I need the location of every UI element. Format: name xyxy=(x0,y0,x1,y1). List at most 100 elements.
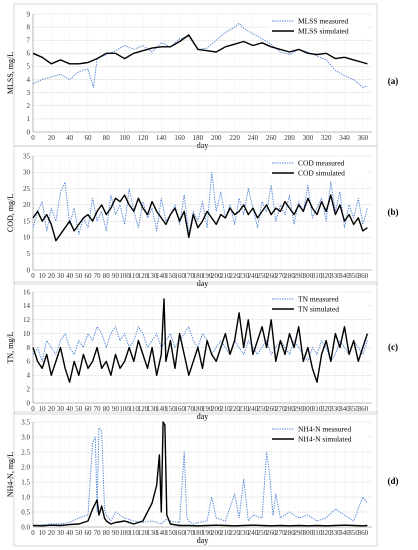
x-tick-label: 330 xyxy=(330,529,341,537)
x-tick-label: 310 xyxy=(312,405,323,413)
y-axis-label: MLSS, mg/L xyxy=(6,52,15,94)
x-tick-label: 360 xyxy=(358,272,369,280)
x-tick-label: 90 xyxy=(112,405,120,413)
x-tick-label: 270 xyxy=(275,272,286,280)
x-tick-label: 120 xyxy=(138,405,149,413)
y-tick-label: 5 xyxy=(27,63,31,71)
x-tick-label: 240 xyxy=(248,405,259,413)
x-tick-label: 340 xyxy=(339,134,350,142)
x-tick-label: 260 xyxy=(266,405,277,413)
x-tick-label: 80 xyxy=(103,134,111,142)
y-tick-label: 14 xyxy=(23,302,31,310)
x-tick-label: 70 xyxy=(94,529,102,537)
x-tick-label: 220 xyxy=(229,405,240,413)
x-tick-label: 50 xyxy=(75,405,83,413)
x-tick-label: 110 xyxy=(129,529,140,537)
x-tick-label: 90 xyxy=(112,272,120,280)
x-tick-label: 150 xyxy=(165,272,176,280)
x-tick-label: 200 xyxy=(211,529,222,537)
x-tick-label: 160 xyxy=(174,272,185,280)
legend-entry: TN simulated xyxy=(298,305,339,314)
y-tick-label: 0.0 xyxy=(21,523,30,531)
x-tick-label: 320 xyxy=(321,272,332,280)
y-tick-label: 0 xyxy=(27,399,31,407)
series-line-measured xyxy=(32,22,368,88)
x-tick-label: 20 xyxy=(48,405,56,413)
x-tick-label: 180 xyxy=(193,529,204,537)
panel-0: 0 1 2 3 4 5 6 7 8 9 0 20 40 60 80 100 120 140 160 180 200 220… xyxy=(6,3,398,150)
x-tick-label: 40 xyxy=(66,134,74,142)
x-tick-label: 300 xyxy=(303,272,314,280)
legend-entry: COD measured xyxy=(298,159,345,168)
series-line-simulated xyxy=(32,34,368,65)
x-tick-label: 160 xyxy=(174,529,185,537)
x-tick-label: 360 xyxy=(358,405,369,413)
x-tick-label: 280 xyxy=(284,405,295,413)
y-axis-label: NH4-N, mg/L xyxy=(6,452,15,497)
y-tick-label: 10 xyxy=(23,330,31,338)
y-tick-label: 3.5 xyxy=(21,418,30,426)
x-tick-label: 130 xyxy=(147,405,158,413)
y-tick-label: 5 xyxy=(27,250,31,258)
x-tick-label: 190 xyxy=(202,405,213,413)
x-tick-label: 350 xyxy=(348,272,359,280)
x-tick-label: 300 xyxy=(303,529,314,537)
y-tick-label: 0 xyxy=(27,128,31,136)
x-tick-label: 360 xyxy=(358,529,369,537)
x-tick-label: 190 xyxy=(202,529,213,537)
x-tick-label: 240 xyxy=(248,272,259,280)
x-tick-label: 290 xyxy=(293,529,304,537)
x-tick-label: 230 xyxy=(238,272,249,280)
x-tick-label: 350 xyxy=(348,529,359,537)
x-tick-label: 110 xyxy=(129,405,140,413)
series-line-measured xyxy=(32,171,368,235)
panel-label: (b) xyxy=(388,207,399,217)
x-tick-label: 140 xyxy=(156,405,167,413)
x-tick-label: 40 xyxy=(66,272,74,280)
y-tick-label: 2 xyxy=(27,385,31,393)
x-tick-label: 150 xyxy=(165,405,176,413)
x-tick-label: 60 xyxy=(84,529,92,537)
y-tick-label: 9 xyxy=(27,10,31,18)
x-tick-label: 30 xyxy=(57,272,65,280)
x-axis-label: day xyxy=(197,141,209,150)
x-tick-label: 20 xyxy=(48,134,56,142)
x-tick-label: 140 xyxy=(156,272,167,280)
x-tick-label: 60 xyxy=(84,405,92,413)
x-tick-label: 240 xyxy=(248,134,259,142)
x-tick-label: 200 xyxy=(211,272,222,280)
legend-entry: TN measured xyxy=(298,295,339,304)
x-tick-label: 310 xyxy=(312,272,323,280)
x-tick-label: 90 xyxy=(112,529,120,537)
x-tick-label: 350 xyxy=(348,405,359,413)
x-tick-label: 200 xyxy=(211,405,222,413)
y-axis-label: COD, mg/L xyxy=(6,194,15,232)
x-tick-label: 170 xyxy=(184,529,195,537)
x-tick-label: 30 xyxy=(57,529,65,537)
x-tick-label: 140 xyxy=(156,134,167,142)
y-tick-label: 3 xyxy=(27,89,31,97)
x-tick-label: 20 xyxy=(48,529,56,537)
x-tick-label: 100 xyxy=(119,405,130,413)
x-axis-label: day xyxy=(197,279,209,288)
y-tick-label: 4 xyxy=(27,372,31,380)
x-tick-label: 220 xyxy=(229,272,240,280)
x-tick-label: 340 xyxy=(339,405,350,413)
x-tick-label: 40 xyxy=(66,405,74,413)
x-tick-label: 290 xyxy=(293,272,304,280)
x-tick-label: 50 xyxy=(75,272,83,280)
x-tick-label: 80 xyxy=(103,272,111,280)
x-tick-label: 60 xyxy=(84,134,92,142)
x-tick-label: 180 xyxy=(193,134,204,142)
series-line-simulated xyxy=(32,421,368,527)
x-axis-label: day xyxy=(197,412,209,421)
series-line-simulated xyxy=(32,298,369,383)
x-tick-label: 20 xyxy=(48,272,56,280)
x-tick-label: 210 xyxy=(220,272,231,280)
legend-box xyxy=(270,293,368,315)
y-tick-label: 25 xyxy=(23,185,31,193)
x-tick-label: 210 xyxy=(220,529,231,537)
